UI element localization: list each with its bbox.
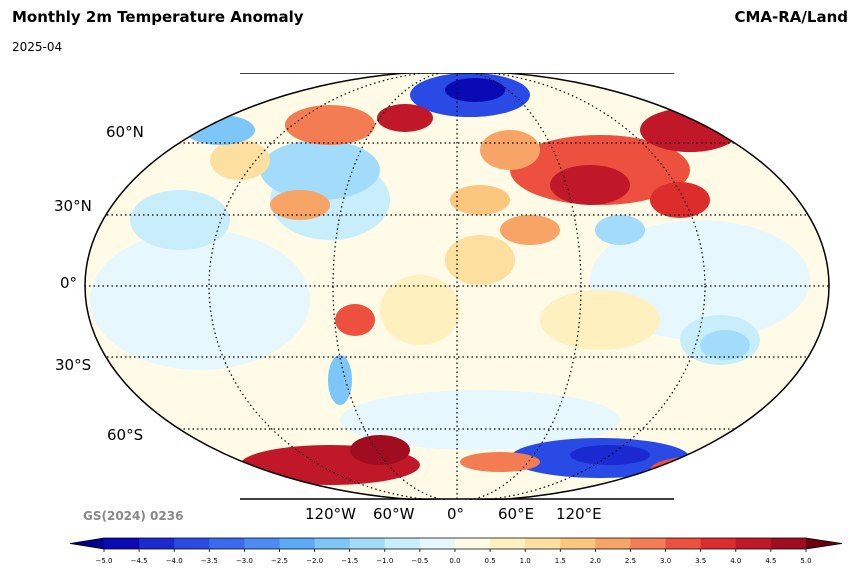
- colorbar-segment: [525, 538, 561, 549]
- colorbar-segment: [700, 538, 737, 549]
- lat-label-30s: 30°S: [55, 356, 92, 374]
- lat-label-30n: 30°N: [54, 197, 92, 215]
- colorbar-min-extension: [70, 538, 104, 549]
- colorbar-tick-label: −2.0: [306, 557, 323, 565]
- colorbar-tick-label: −2.5: [271, 557, 288, 565]
- map-approval-number: GS(2024) 0236: [83, 509, 184, 523]
- lon-label-0: 0°: [447, 505, 465, 523]
- colorbar-segment: [490, 538, 526, 549]
- colorbar-tick-label: 1.5: [555, 557, 566, 565]
- colorbar-tick-label: 4.0: [730, 557, 741, 565]
- lat-label-60s: 60°S: [107, 426, 144, 444]
- colorbar-segment: [665, 538, 702, 549]
- lon-label-120w: 120°W: [305, 505, 356, 523]
- colorbar-tick-label: 2.5: [625, 557, 636, 565]
- colorbar-tick-label: 2.0: [590, 557, 601, 565]
- colorbar-segment: [244, 538, 280, 549]
- colorbar-segment: [384, 538, 421, 549]
- colorbar-segment: [595, 538, 631, 549]
- colorbar-segment: [139, 538, 175, 549]
- colorbar-tick-label: 0.5: [485, 557, 496, 565]
- colorbar-segment: [770, 538, 807, 549]
- colorbar-tick-label: 3.0: [660, 557, 671, 565]
- colorbar-tick-label: −5.0: [96, 557, 113, 565]
- colorbar-segment: [104, 538, 140, 549]
- colorbar-segment: [349, 538, 386, 549]
- colorbar-segment: [735, 538, 772, 549]
- colorbar-tick-label: 0.0: [449, 557, 460, 565]
- colorbar-segment: [455, 538, 491, 549]
- colorbar-segment: [209, 538, 245, 549]
- colorbar-segment: [560, 538, 596, 549]
- colorbar-tick-label: −3.0: [236, 557, 253, 565]
- colorbar-segment: [314, 538, 351, 549]
- colorbar-tick-label: 4.5: [765, 557, 776, 565]
- colorbar-segment: [419, 538, 456, 549]
- world-map: [84, 73, 830, 500]
- lon-label-120e: 120°E: [556, 505, 602, 523]
- map-border: [84, 73, 830, 500]
- lat-label-eq: 0°: [60, 274, 78, 292]
- chart-title: Monthly 2m Temperature Anomaly: [12, 8, 304, 26]
- colorbar-tick-label: 3.5: [695, 557, 706, 565]
- lon-label-60e: 60°E: [498, 505, 535, 523]
- colorbar-max-extension: [806, 538, 842, 549]
- colorbar-segment: [174, 538, 210, 549]
- colorbar: −5.0 −4.5 −4.0 −3.5 −3.0 −2.5 −2.0 −1.5 −1.0 −0.5…: [69, 537, 843, 565]
- colorbar-tick-label: −0.5: [411, 557, 428, 565]
- colorbar-tick-label: −4.5: [131, 557, 148, 565]
- colorbar-tick-label: −3.5: [201, 557, 218, 565]
- colorbar-tick-label: −4.0: [166, 557, 183, 565]
- graticule: [85, 73, 829, 500]
- source-label: CMA-RA/Land: [734, 8, 848, 26]
- colorbar-tick-label: −1.5: [341, 557, 358, 565]
- lat-label-60n: 60°N: [106, 123, 144, 141]
- colorbar-tick-label: −1.0: [376, 557, 393, 565]
- lon-label-60w: 60°W: [373, 505, 415, 523]
- colorbar-tick-label: 5.0: [800, 557, 811, 565]
- colorbar-segment: [279, 538, 316, 549]
- colorbar-tick-label: 1.0: [520, 557, 531, 565]
- date-label: 2025-04: [12, 40, 63, 54]
- colorbar-segment: [630, 538, 667, 549]
